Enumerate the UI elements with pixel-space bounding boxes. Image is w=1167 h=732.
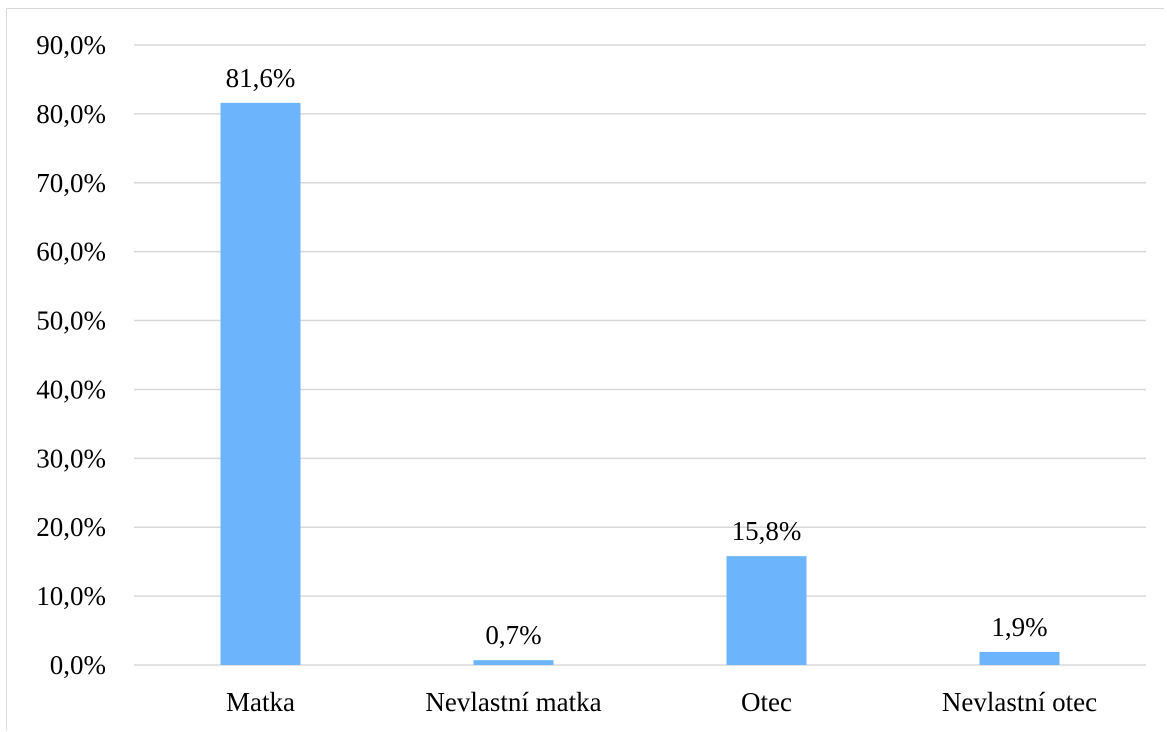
x-category-label: Nevlastní matka [425,687,601,717]
y-tick-label: 60,0% [36,237,106,267]
bar [220,102,301,665]
y-tick-label: 50,0% [36,306,106,336]
chart-frame [6,8,1164,730]
y-tick-label: 80,0% [36,99,106,129]
y-tick-label: 30,0% [36,443,106,473]
data-label: 15,8% [732,516,802,546]
x-category-label: Otec [741,687,792,717]
y-tick-label: 20,0% [36,512,106,542]
data-label: 1,9% [991,612,1047,642]
y-axis-tick-labels: 0,0% 10,0% 20,0% 30,0% 40,0% 50,0% 60,0% 70,0% 8… [36,30,106,680]
y-tick-label: 70,0% [36,168,106,198]
bar [979,651,1060,665]
y-tick-label: 40,0% [36,374,106,404]
y-tick-label: 10,0% [36,581,106,611]
data-labels: 81,6% 0,7% 15,8% 1,9% [226,63,1048,650]
x-axis-category-labels: Matka Nevlastní matka Otec Nevlastní otec [226,687,1097,717]
bar [726,556,807,665]
data-label: 0,7% [485,620,541,650]
y-tick-label: 90,0% [36,30,106,60]
x-category-label: Nevlastní otec [942,687,1097,717]
x-category-label: Matka [226,687,295,717]
y-tick-label: 0,0% [50,650,106,680]
data-label: 81,6% [226,63,296,93]
bars [220,102,1060,665]
grid-layer [134,44,1146,666]
bar [473,660,554,665]
